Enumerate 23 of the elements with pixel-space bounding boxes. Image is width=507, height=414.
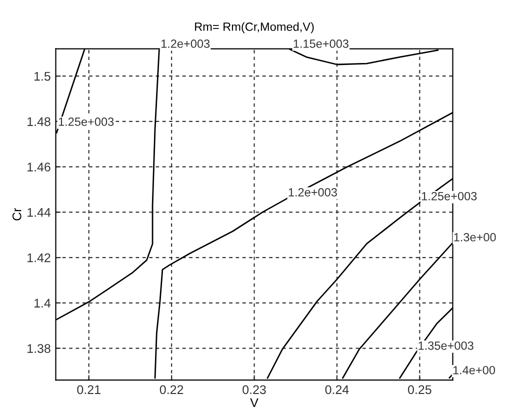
y-tick-label: 1.5 (34, 72, 50, 81)
y-tick-label: 1.46 (28, 162, 50, 172)
annotation: 1.2e+003 (161, 40, 210, 48)
y-tick-label: 1.44 (28, 208, 51, 217)
y-axis-title: Cr (12, 208, 22, 220)
annotation: 1.2e+003 (288, 188, 337, 196)
x-tick-label: 0.21 (77, 385, 100, 394)
annotation: 1.15e+003 (294, 40, 348, 48)
y-tick-label: 1.4 (34, 298, 51, 308)
y-tick-label: 1.42 (28, 253, 50, 262)
annotation: 1.4e+00 (453, 366, 496, 374)
annotation: 1.25e+003 (422, 192, 477, 200)
annotation: 1.25e+003 (58, 118, 114, 126)
x-tick-label: 0.22 (160, 385, 184, 394)
x-tick-label: 0.25 (408, 385, 432, 394)
x-tick-label: 0.24 (325, 385, 349, 394)
y-tick-label: 1.48 (28, 117, 50, 126)
y-tick-label: 1.38 (28, 344, 50, 353)
x-tick-label: 0.23 (242, 385, 266, 394)
x-axis-title: V (250, 398, 258, 408)
chart-title: Rm= Rm(Cr,Momed,V) (195, 22, 314, 34)
annotation: 1.3e+00 (454, 233, 496, 242)
annotation: 1.35e+003 (418, 341, 474, 350)
